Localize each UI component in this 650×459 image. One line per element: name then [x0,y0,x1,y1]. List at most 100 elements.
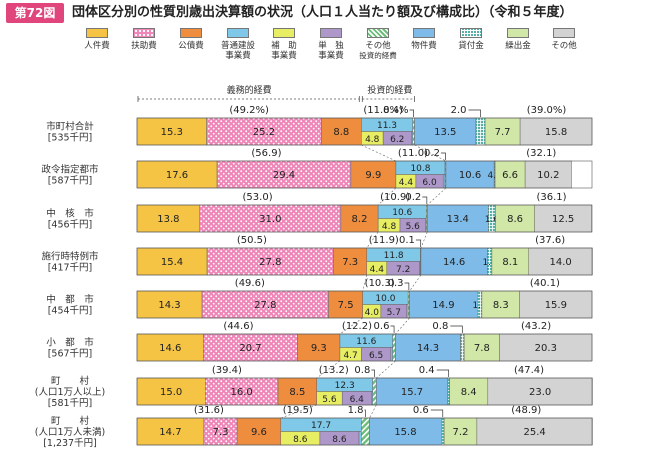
connector-line [376,360,396,379]
legend-label: その他 [551,41,577,51]
bracket-investment-label: 投資的経費 [367,84,412,96]
row-label: 小 都 市 [46,337,94,349]
legend-label: その他 投資的経費 [359,41,397,60]
bar-segment [277,377,317,406]
mandatory-total-label: (31.6) [194,405,224,416]
segment-label: 6.5 [369,351,383,361]
segment-label: 17.7 [311,421,331,431]
segment-label: 10.8 [410,164,430,174]
bar-segment [534,204,592,233]
legend-swatch [507,28,529,38]
bar-segment-sub [390,347,393,362]
segment-label: 14.7 [159,427,181,438]
segment-label: 7.7 [495,127,511,138]
callout-line [450,325,463,333]
segment-label: 8.8 [333,127,349,138]
segment-label: 15.0 [160,387,182,398]
investment-total-label: (11.8%) [363,105,403,116]
segment-label: 29.4 [273,170,295,181]
bar-segment [491,247,530,276]
legend-label: 繰出金 [505,41,531,51]
segment-label: 14.3 [417,343,439,354]
bar-segment [136,160,218,189]
segment-label: 4.0 [365,308,380,318]
row-sublabel: (人口1万人以上) [35,387,105,398]
bar-segment [463,333,500,362]
bar-segment [476,417,593,446]
segment-label: 11.6 [356,337,376,347]
callout-line [430,409,444,417]
row-sublabel: (人口1万人未満) [35,426,105,438]
connector-line [366,231,379,249]
loan-label: 2.0 [451,105,467,116]
bar-segment [136,247,208,276]
row-label: 市町村合計 [46,121,94,133]
segment-label: 8.1 [502,257,518,268]
bar-segment [494,160,526,189]
callout-line [468,109,481,117]
legend-swatch [553,28,575,38]
legend-swatch [133,28,155,38]
investment-total-label: (10.3) [365,278,395,289]
legend-label: 普通建設 事業費 [220,41,255,61]
bar-segment [206,117,322,146]
segment-label: 15.9 [545,300,567,311]
connector-line [427,187,447,206]
callout-line [415,239,422,247]
mandatory-total-label: (49.2%) [229,105,269,116]
bar-row: 中 核 市[456千円] 13.8 31.0 8.2 10.6 4.8 5.6 13.4 1.6… [46,187,593,233]
right-total-label: (40.1) [530,278,560,289]
mandatory-total-label: (53.0) [243,192,273,203]
legend-swatch [367,28,389,38]
bar-outline [136,417,593,446]
connector-line [414,144,447,162]
row-sublabel: [587千円] [48,176,93,187]
bar-outline [136,160,593,189]
bar-segment [201,290,329,319]
row-sublabel: [581千円] [48,398,93,409]
bar-segment [203,333,298,362]
bar-outline [136,377,593,406]
bar-row: 政令指定都市[587千円] 17.6 29.4 9.9 10.8 4.4 6.0 10.6 4.… [41,144,593,189]
callout-line [409,109,414,117]
legend-label: 補 助事業費 [271,41,297,61]
segment-label: 20.3 [535,343,557,354]
connector-line [409,274,422,292]
legend-item: 公債費 [169,28,213,51]
legend-item: 補 助事業費 [262,28,306,61]
mandatory-total-label: (39.4) [212,365,242,376]
bar-outline [136,333,593,362]
legend-item: その他 投資的経費 [356,28,400,61]
bar-segment [328,290,363,319]
bar-segment [445,160,495,189]
segment-label: 10.0 [375,294,395,304]
legend-item: 貸付金 [449,28,493,51]
legend-item: 単 独事業費 [309,28,353,61]
bar-segment [216,160,352,189]
legend-label: 人件費 [84,41,110,51]
callout-line [436,369,450,377]
bar-segment [499,333,593,362]
segment-label: 12.5 [552,214,574,225]
bar-segment [441,417,445,446]
legend: 人件費 扶助費 公債費 普通建設 事業費補 助事業費 単 独事業費 その他 投資的経費 物件費 貸… [0,28,650,78]
investment-total-label: (19.5) [283,405,313,416]
segment-label: 12.3 [335,381,355,391]
bar-segment [136,417,205,446]
bar-segment [487,377,593,406]
bar-outline [136,247,593,276]
chart-title: 団体区分別の性質別歳出決算額の状況（人口１人当たり額及び構成比）（令和５年度） [72,5,573,20]
right-total-label: (47.4) [514,365,544,376]
bar-segment [447,377,450,406]
bar-row: 市町村合計[535千円] 15.3 25.2 8.8 11.3 4.8 6.2 13.5 7.7… [46,105,593,146]
segment-label: 13.5 [434,127,456,138]
segment-label: 5.7 [387,308,401,318]
investment-total-label: (11.9) [369,235,399,246]
row-sublabel: [535千円] [48,133,93,144]
legend-label: 貸付金 [458,41,484,51]
segment-label: 6.0 [422,178,437,188]
legend-label: 単 独事業費 [318,41,344,61]
segment-label: 15.3 [161,127,183,138]
bar-outline [136,290,593,319]
